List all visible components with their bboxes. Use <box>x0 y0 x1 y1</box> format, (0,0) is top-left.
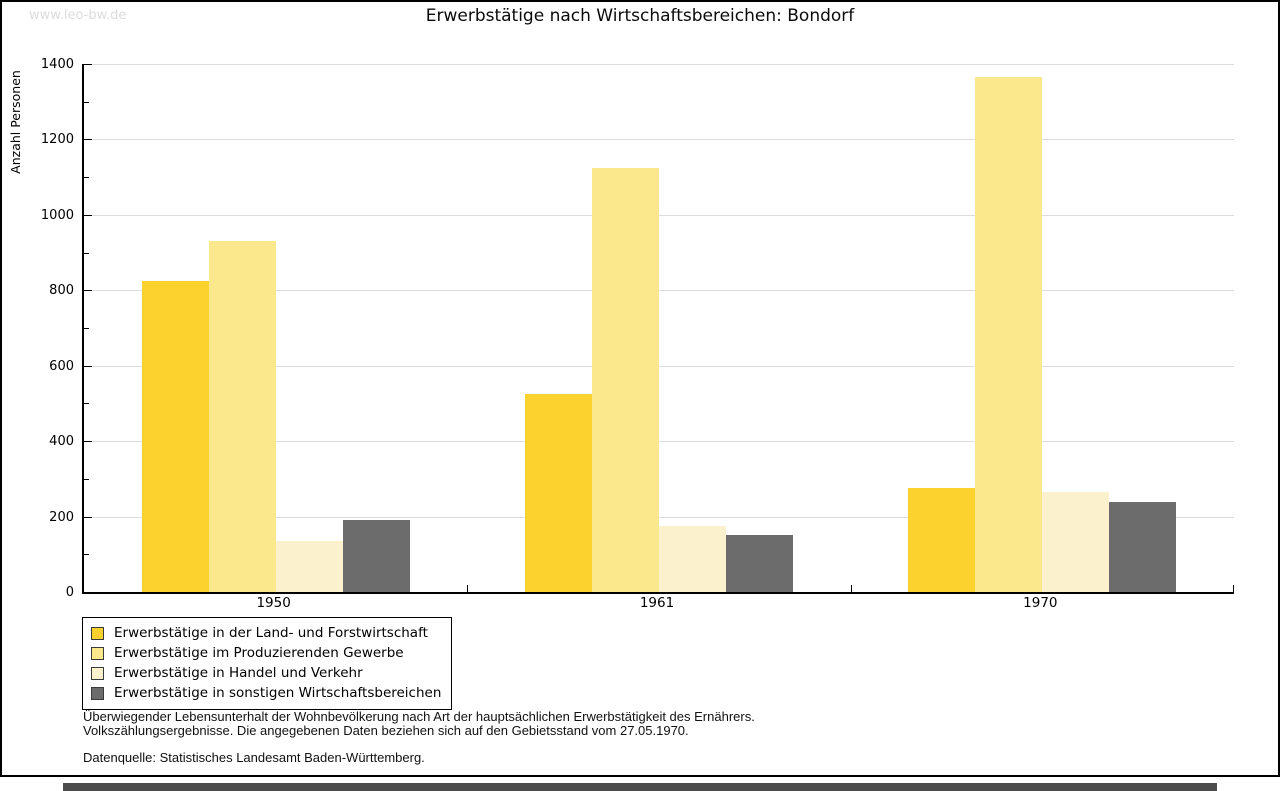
bar-1970-series-4 <box>1109 501 1177 592</box>
x-category-label: 1970 <box>1023 595 1058 611</box>
legend-box: Erwerbstätige in der Land- und Forstwirt… <box>82 617 452 710</box>
bar-1961-series-3 <box>659 526 726 592</box>
legend-swatch-icon <box>91 626 104 640</box>
bar-1961-series-4 <box>726 535 793 592</box>
bar-1961-series-2 <box>592 167 659 592</box>
footnote-source: Datenquelle: Statistisches Landesamt Bad… <box>83 750 425 765</box>
legend-swatch-icon <box>91 646 104 660</box>
legend-item-4: Erwerbstätige in sonstigen Wirtschaftsbe… <box>83 683 451 703</box>
legend-label: Erwerbstätige in sonstigen Wirtschaftsbe… <box>114 685 442 701</box>
y-major-tick <box>84 441 92 443</box>
gridline <box>84 214 1234 216</box>
legend-label: Erwerbstätige in Handel und Verkehr <box>114 665 363 681</box>
legend-label: Erwerbstätige im Produzierenden Gewerbe <box>114 645 404 661</box>
footnote-line-2: Volkszählungsergebnisse. Die angegebenen… <box>83 723 689 738</box>
y-tick-label: 400 <box>49 434 74 450</box>
x-boundary-tick <box>1233 585 1234 592</box>
bar-1970-series-3 <box>1042 492 1110 592</box>
y-tick-label: 1000 <box>40 207 74 223</box>
legend-item-3: Erwerbstätige in Handel und Verkehr <box>83 663 451 683</box>
y-minor-tick <box>84 252 89 254</box>
y-tick-label: 200 <box>49 509 74 525</box>
y-minor-tick <box>84 403 89 405</box>
y-tick-label: 0 <box>65 585 74 600</box>
bar-1950-series-3 <box>275 541 343 592</box>
y-minor-tick <box>84 554 89 556</box>
y-axis-label: Anzahl Personen <box>8 70 23 174</box>
x-boundary-tick <box>850 585 852 592</box>
y-tick-label: 800 <box>49 283 74 299</box>
x-category-label: 1950 <box>256 595 291 611</box>
y-tick-label: 600 <box>49 358 74 374</box>
gridline <box>84 290 1234 292</box>
y-major-tick <box>84 64 92 65</box>
horizontal-scrollbar-thumb[interactable] <box>63 783 1217 791</box>
y-major-tick <box>84 365 92 367</box>
bar-1950-series-4 <box>342 520 410 592</box>
legend-label: Erwerbstätige in der Land- und Forstwirt… <box>114 625 428 641</box>
y-minor-tick <box>84 177 89 179</box>
y-tick-label: 1200 <box>40 132 74 148</box>
legend-item-1: Erwerbstätige in der Land- und Forstwirt… <box>83 623 451 643</box>
y-minor-tick <box>84 328 89 329</box>
gridline <box>84 365 1234 367</box>
legend-item-2: Erwerbstätige im Produzierenden Gewerbe <box>83 643 451 663</box>
bar-1950-series-1 <box>141 280 209 592</box>
legend-swatch-icon <box>91 686 104 700</box>
gridline <box>84 441 1234 443</box>
y-minor-tick <box>84 101 89 103</box>
bar-1970-series-2 <box>975 77 1043 592</box>
y-major-tick <box>84 516 92 518</box>
gridline <box>84 64 1234 65</box>
footnote-line-1: Überwiegender Lebensunterhalt der Wohnbe… <box>83 709 755 724</box>
y-minor-tick <box>84 478 89 480</box>
y-major-tick <box>84 290 92 292</box>
y-major-tick <box>84 214 92 216</box>
x-category-label: 1961 <box>639 595 675 611</box>
chart-title: Erwerbstätige nach Wirtschaftsbereichen:… <box>425 6 855 26</box>
x-boundary-tick <box>467 585 469 592</box>
bar-1961-series-1 <box>525 394 592 592</box>
bar-1950-series-2 <box>208 241 276 592</box>
legend-swatch-icon <box>91 666 104 680</box>
gridline <box>84 516 1234 518</box>
horizontal-scrollbar <box>0 779 1280 791</box>
y-tick-label: 1400 <box>40 57 74 72</box>
gridline <box>84 139 1234 141</box>
plot-area <box>82 64 1234 594</box>
y-major-tick <box>84 139 92 141</box>
watermark: www.leo-bw.de <box>29 8 127 23</box>
bar-1970-series-1 <box>908 488 976 592</box>
